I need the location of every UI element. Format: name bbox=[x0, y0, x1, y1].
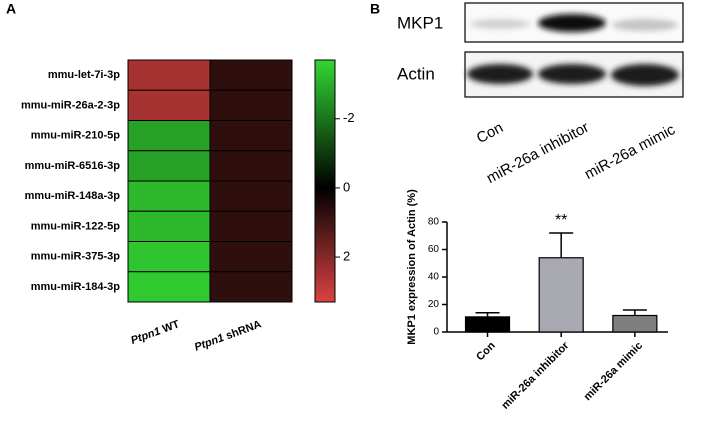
row-label: mmu-let-7i-3p bbox=[48, 69, 120, 81]
heat-cell bbox=[209, 271, 293, 303]
x-tick-label: miR-26a mimic bbox=[582, 340, 645, 403]
colorbar-tick-label: 0 bbox=[343, 179, 350, 194]
heat-cell bbox=[127, 89, 211, 121]
heat-cell bbox=[209, 210, 293, 242]
blot-row-label: Actin bbox=[397, 64, 435, 83]
heat-cell bbox=[209, 89, 293, 121]
bar bbox=[538, 257, 584, 333]
heat-cell bbox=[127, 150, 211, 182]
heat-cell bbox=[127, 180, 211, 212]
colorbar-tick-label: 2 bbox=[343, 248, 350, 263]
blot-lane-label: Con bbox=[474, 119, 506, 147]
blot-bands bbox=[467, 14, 679, 86]
row-label: mmu-miR-184-3p bbox=[31, 281, 121, 293]
heat-cell bbox=[127, 120, 211, 152]
y-tick-label: 20 bbox=[428, 299, 440, 310]
y-tick-label: 40 bbox=[428, 272, 440, 283]
panel-label: A bbox=[6, 1, 16, 17]
band bbox=[612, 19, 678, 31]
row-label: mmu-miR-210-5p bbox=[31, 130, 121, 142]
y-tick-label: 80 bbox=[428, 217, 440, 228]
x-tick-label: Con bbox=[474, 339, 498, 363]
column-label: Ptpn1 WT bbox=[129, 318, 181, 347]
heat-cell bbox=[127, 210, 211, 242]
row-label: mmu-miR-6516-3p bbox=[25, 160, 121, 172]
colorbar bbox=[314, 59, 336, 303]
blot-lane-label: miR-26a mimic bbox=[582, 121, 679, 183]
heat-cell bbox=[209, 150, 293, 182]
heat-cell bbox=[209, 241, 293, 273]
heat-cell bbox=[209, 59, 293, 91]
y-tick-label: 60 bbox=[428, 244, 440, 255]
row-label: mmu-miR-122-5p bbox=[31, 220, 121, 232]
heat-cell bbox=[209, 180, 293, 212]
row-label: mmu-miR-148a-3p bbox=[25, 190, 121, 202]
annotation: ** bbox=[555, 212, 567, 229]
blot-row-label: MKP1 bbox=[397, 13, 443, 32]
column-label: Ptpn1 shRNA bbox=[193, 318, 263, 353]
y-axis-title: MKP1 expression of Actin (%) bbox=[406, 189, 418, 345]
band bbox=[538, 14, 606, 32]
band bbox=[467, 64, 533, 84]
row-label: mmu-miR-375-3p bbox=[31, 251, 121, 263]
heat-cell bbox=[209, 120, 293, 152]
band bbox=[470, 19, 530, 29]
bar bbox=[612, 314, 658, 333]
heat-cell bbox=[127, 271, 211, 303]
heat-cell bbox=[127, 241, 211, 273]
panel-label: B bbox=[370, 1, 380, 17]
colorbar-tick-label: -2 bbox=[343, 110, 355, 125]
row-label: mmu-miR-26a-2-3p bbox=[21, 99, 120, 111]
heat-cell bbox=[127, 59, 211, 91]
band bbox=[538, 64, 606, 84]
y-tick-label: 0 bbox=[433, 327, 439, 338]
bar bbox=[464, 316, 511, 333]
band bbox=[611, 64, 679, 86]
x-tick-label: miR-26a inhibitor bbox=[499, 339, 572, 412]
